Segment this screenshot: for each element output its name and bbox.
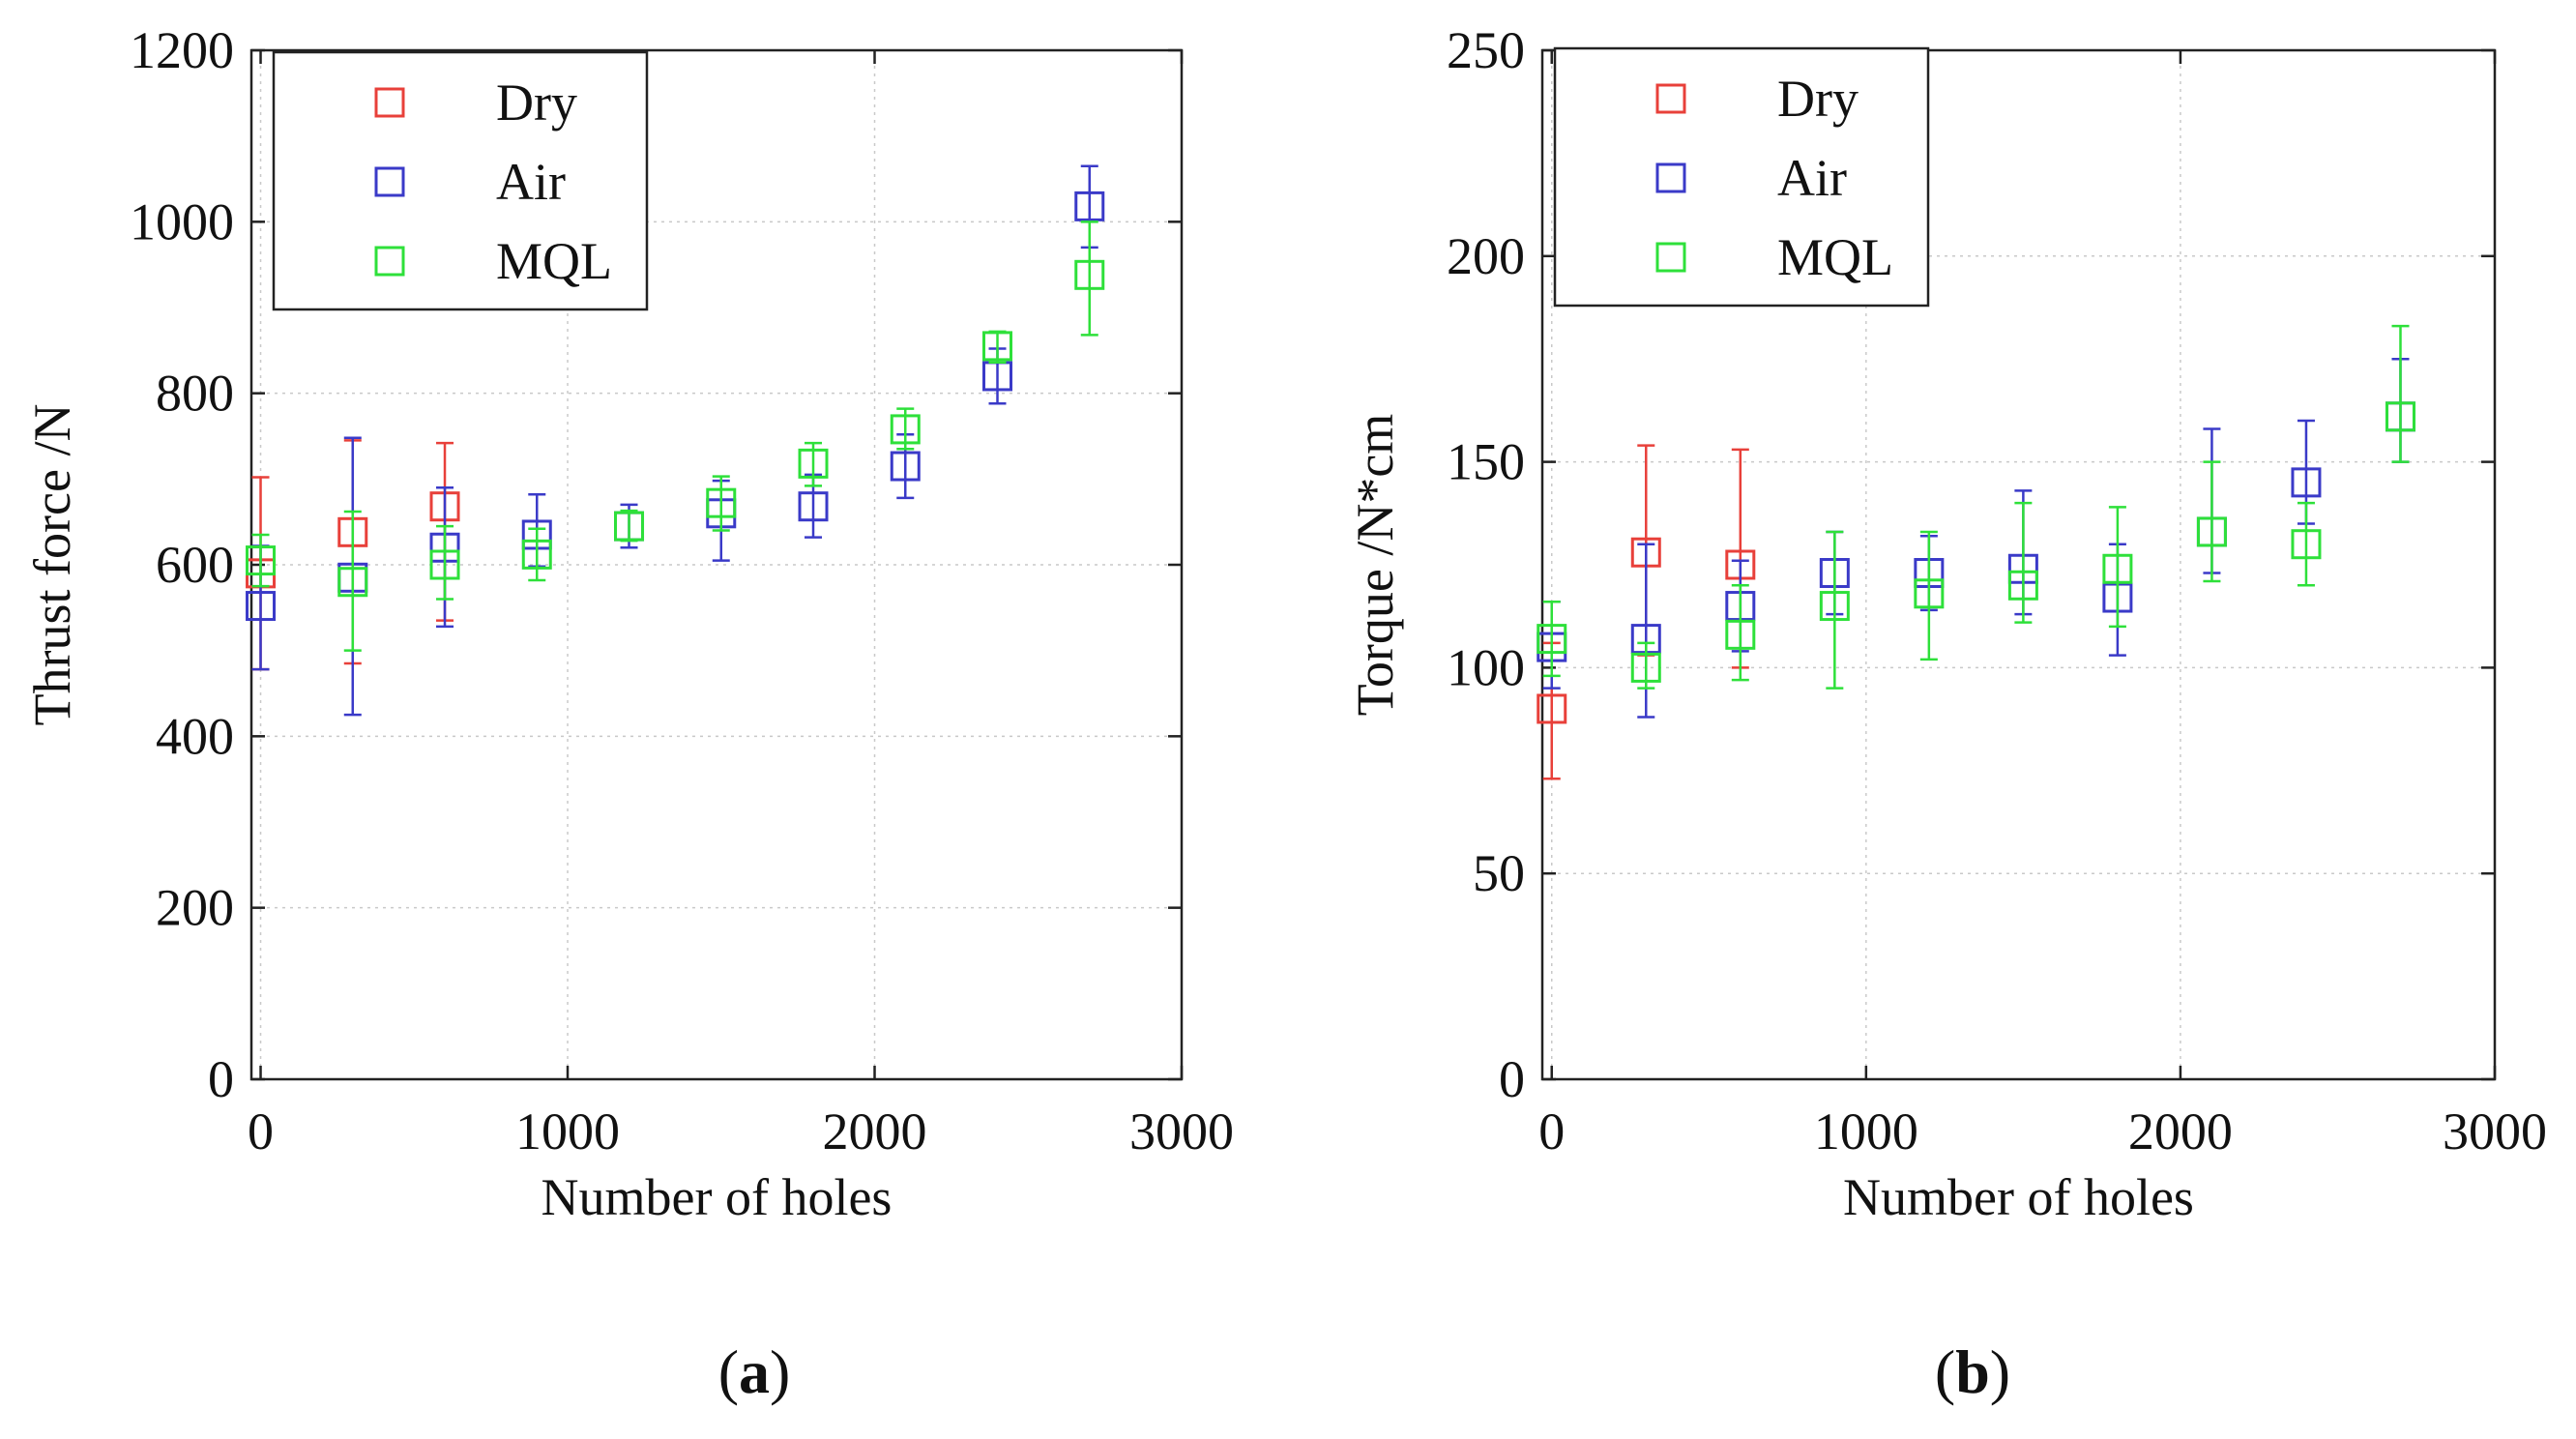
legend: Dry Air MQL [1553, 46, 1930, 308]
series-mql [246, 220, 1105, 652]
legend-label-air: Air [496, 153, 566, 211]
data-point-air [890, 451, 921, 482]
x-tick-label: 1000 [515, 1102, 620, 1160]
legend-marker-mql [374, 246, 405, 277]
plot-frame [1540, 48, 2497, 1081]
legend-label-dry: Dry [496, 73, 577, 132]
data-point-air [2291, 467, 2322, 498]
y-tick-label: 400 [156, 707, 234, 765]
data-point-mql [2102, 553, 2133, 584]
series-mql [1537, 324, 2415, 690]
data-point-air [798, 491, 829, 522]
data-point-mql [1725, 619, 1756, 650]
legend-label-dry: Dry [1777, 70, 1859, 128]
y-tick-label: 50 [1473, 844, 1525, 902]
data-point-mql [890, 414, 921, 445]
data-point-mql [798, 448, 829, 479]
data-point-mql [1914, 578, 1945, 609]
data-point-mql [246, 545, 277, 576]
x-tick-label: 2000 [2128, 1102, 2233, 1160]
torque-chart: 0 50 100 150 200 250 0 1000 2000 3000 Number of ho… [1346, 21, 2547, 1226]
legend-box [1553, 46, 1930, 308]
data-point-mql [2385, 401, 2415, 432]
legend-marker-air [374, 166, 405, 197]
y-tick-label: 600 [156, 536, 234, 594]
data-point-mql [429, 549, 460, 580]
y-axis-label: Thrust force /N [23, 404, 81, 726]
legend-label-air: Air [1777, 149, 1847, 207]
y-tick-label: 100 [1447, 638, 1525, 696]
y-tick-label: 1200 [130, 21, 234, 79]
data-point-dry [1537, 693, 1567, 724]
data-point-mql [521, 539, 552, 570]
y-axis-label: Torque /N*cm [1346, 414, 1404, 717]
x-tick-label: 0 [1538, 1102, 1565, 1160]
x-tick-label: 2000 [823, 1102, 927, 1160]
y-tick-label: 0 [1499, 1050, 1525, 1108]
x-axis-label: Number of holes [1843, 1168, 2194, 1226]
data-point-mql [1819, 591, 1850, 622]
data-point-mql [614, 511, 645, 542]
x-tick-label: 1000 [1814, 1102, 1918, 1160]
series-air [1537, 357, 2415, 719]
y-tick-label: 200 [1447, 227, 1525, 285]
data-point-mql [706, 487, 737, 518]
legend-box [272, 50, 649, 311]
legend-label-mql: MQL [1777, 228, 1893, 286]
data-point-air [1074, 191, 1105, 221]
data-point-mql [1630, 652, 1661, 683]
y-tick-label: 150 [1447, 433, 1525, 491]
legend-marker-dry [1655, 83, 1686, 114]
x-tick-label: 3000 [2443, 1102, 2547, 1160]
legend-marker-air [1655, 162, 1686, 193]
legend-label-mql: MQL [496, 232, 612, 290]
x-axis-label: Number of holes [542, 1168, 893, 1226]
legend-marker-dry [374, 87, 405, 118]
data-point-mql [1537, 624, 1567, 655]
panel-label-b: (b) [1935, 1337, 2010, 1406]
data-point-mql [2007, 570, 2038, 601]
data-point-mql [1074, 259, 1105, 290]
data-point-mql [982, 331, 1013, 362]
data-point-air [246, 591, 277, 622]
y-tick-label: 250 [1447, 21, 1525, 79]
x-tick-label: 0 [248, 1102, 274, 1160]
data-point-mql [2196, 516, 2227, 547]
x-tick-label: 3000 [1129, 1102, 1234, 1160]
thrust-force-chart: 0 200 400 600 800 1000 1200 0 1000 2000 3000 Number… [23, 21, 1234, 1226]
legend: Dry Air MQL [272, 50, 649, 311]
y-tick-label: 200 [156, 879, 234, 937]
legend-marker-mql [1655, 242, 1686, 273]
y-tick-label: 1000 [130, 192, 234, 250]
y-tick-label: 0 [208, 1050, 234, 1108]
y-tick-label: 800 [156, 365, 234, 423]
data-point-mql [2291, 529, 2322, 560]
panel-label-a: (a) [718, 1337, 791, 1406]
data-point-mql [337, 567, 368, 598]
